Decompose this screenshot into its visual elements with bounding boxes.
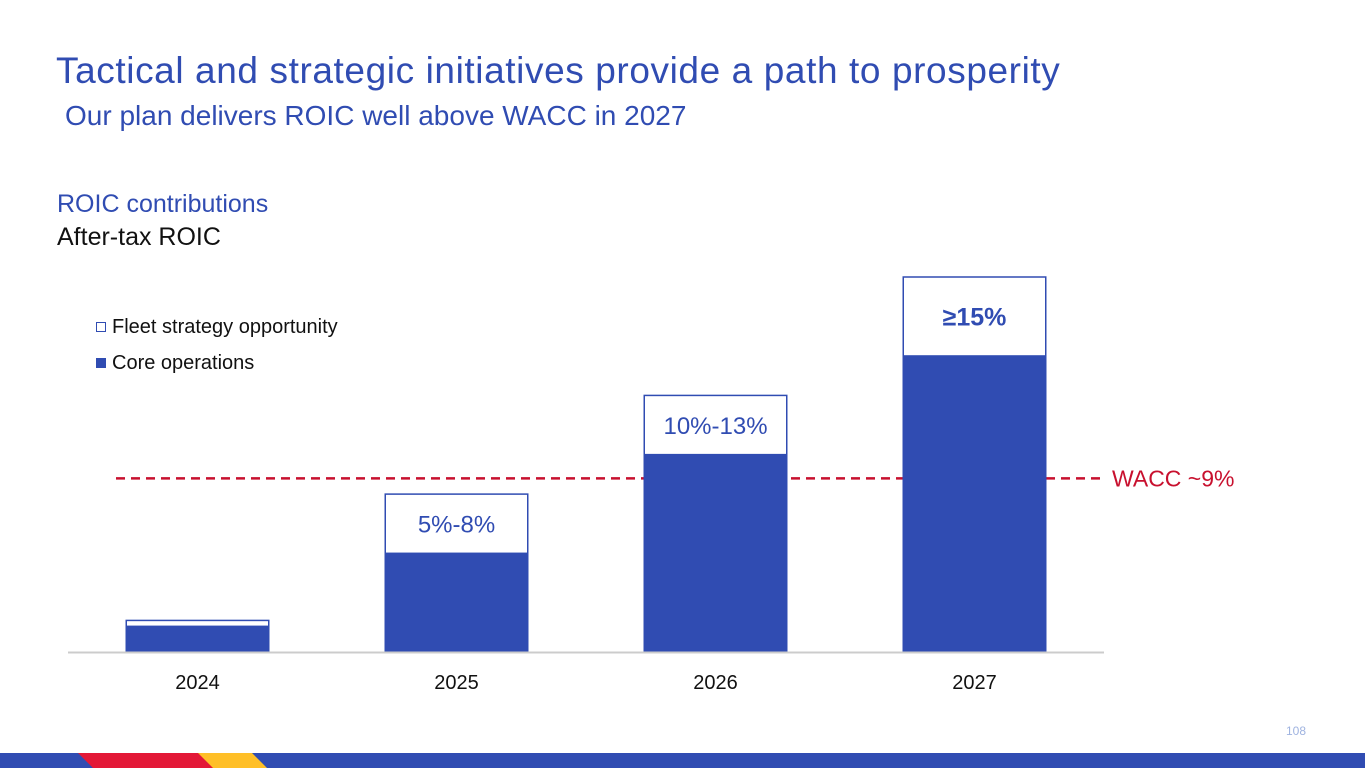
legend-label-core: Core operations — [112, 351, 255, 374]
x-tick-label-2026: 2026 — [693, 672, 738, 694]
x-tick-label-2027: 2027 — [952, 672, 997, 694]
x-tick-label-2025: 2025 — [434, 672, 479, 694]
bar-fleet-2027 — [902, 276, 1047, 357]
bar-core-2024 — [125, 626, 270, 652]
legend-item-fleet: Fleet strategy opportunity — [96, 309, 338, 345]
bar-range-label-2027: ≥15% — [943, 303, 1007, 331]
legend-item-core: Core operations — [96, 345, 338, 381]
bar-fleet-2026 — [643, 394, 788, 456]
chart-section-title: ROIC contributions — [57, 190, 269, 218]
legend-label-fleet: Fleet strategy opportunity — [112, 315, 338, 338]
bar-range-label-2025: 5%-8% — [418, 512, 495, 539]
chart-legend: Fleet strategy opportunity Core operatio… — [96, 309, 338, 381]
page-number: 108 — [1286, 724, 1307, 738]
legend-swatch-fleet — [96, 322, 106, 332]
footer-stripe-blue — [0, 753, 1365, 768]
page-subtitle: Our plan delivers ROIC well above WACC i… — [65, 100, 687, 131]
footer-stripe-yellow — [198, 753, 267, 768]
bar-core-2026 — [643, 454, 788, 652]
bar-fleet-2024 — [125, 619, 270, 628]
bar-fleet-2025 — [384, 493, 529, 555]
footer-brand-stripe — [0, 753, 1365, 768]
footer-stripe-red — [78, 753, 215, 768]
x-tick-label-2024: 2024 — [175, 672, 220, 694]
page-title: Tactical and strategic initiatives provi… — [56, 50, 1061, 91]
wacc-label: WACC ~9% — [1112, 465, 1234, 491]
bar-core-2027 — [902, 355, 1047, 652]
bar-range-label-2026: 10%-13% — [663, 413, 767, 440]
legend-swatch-core — [96, 358, 106, 368]
chart-metric-label: After-tax ROIC — [57, 223, 221, 251]
bar-core-2025 — [384, 553, 529, 652]
